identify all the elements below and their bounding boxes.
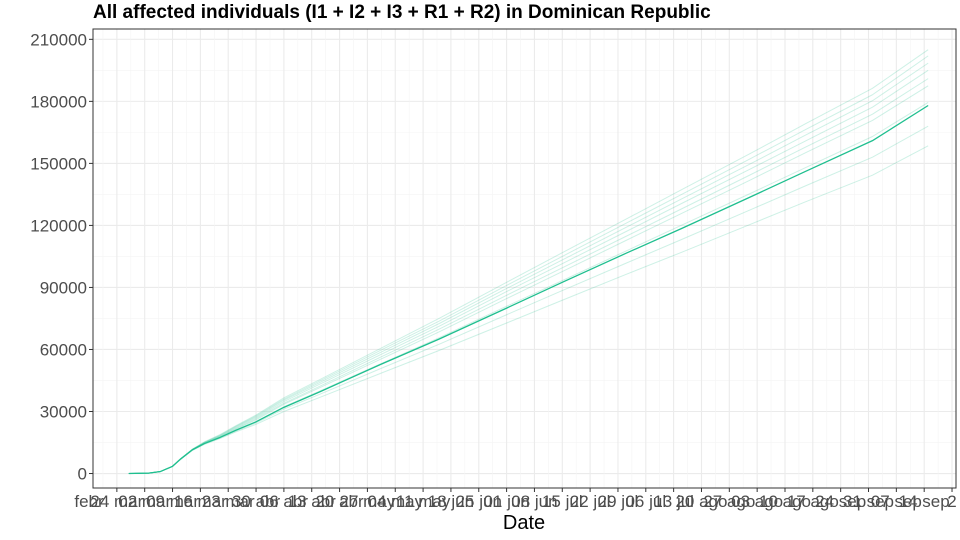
x-tick-label: 02 mar (118, 492, 171, 511)
x-tick-label: 24 mar (90, 492, 143, 511)
x-tick-label: 13 abr (288, 492, 337, 511)
grid-lines (93, 29, 956, 488)
x-tick-label: 27 ago (703, 492, 755, 511)
y-tick-label: 30000 (40, 403, 87, 422)
series-lines (128, 49, 929, 475)
y-tick-label: 90000 (40, 278, 87, 297)
x-tick-label: 29 jul (598, 492, 639, 511)
x-tick-label: 01 jun (483, 492, 529, 511)
x-axis-label: Date (502, 512, 546, 534)
x-tick-label: 10 ago (759, 492, 811, 511)
x-tick-label: 04 may (367, 492, 423, 511)
x-tick-label: 11 may (396, 492, 451, 511)
x-tick-label: 18 jun (428, 492, 474, 511)
x-tick-label: 03 ago (731, 492, 783, 511)
x-tick-label: 14 sep (899, 492, 950, 511)
x-tick-label: 22 jul (570, 492, 611, 511)
y-tick-label: 150000 (30, 154, 87, 173)
y-tick-label: 120000 (30, 216, 87, 235)
x-tick-label: 20 ago (675, 492, 727, 511)
x-tick-label: 20 abr (315, 492, 364, 511)
x-tick-label: febr (74, 492, 104, 511)
median-series-line (128, 104, 929, 475)
y-tick-label: 210000 (30, 30, 87, 49)
x-tick-label: 07 sep (871, 492, 922, 511)
x-tick-label: 06 abr (260, 492, 309, 511)
x-tick-label: 06 jul (625, 492, 666, 511)
chart-title: All affected individuals (I1 + I2 + I3 +… (93, 2, 711, 23)
x-tick-label: 30 abr (232, 492, 281, 511)
x-tick-label: 13 jul (653, 492, 694, 511)
x-tick-label: 24 sep (815, 492, 866, 511)
x-tick-label: 2 (947, 492, 956, 511)
x-tick-label: 09 mar (146, 492, 199, 511)
x-tick-label: 08 jun (511, 492, 557, 511)
x-tick-label: 25 jun (456, 492, 502, 511)
y-tick-label: 180000 (30, 92, 87, 111)
x-tick-label: 23 mar (202, 492, 255, 511)
x-tick-label: 31 sep (843, 492, 894, 511)
x-tick-label: 17 ago (787, 492, 839, 511)
plot-border (92, 28, 957, 489)
y-axis: 0 30000 60000 90000 120000 150000 180000 210000 (30, 30, 93, 484)
x-tick-label: 15 jul (542, 492, 583, 511)
x-tick-label: 16 mar (174, 492, 227, 511)
y-tick-label: 60000 (40, 340, 87, 359)
x-tick-label: 27 may (340, 492, 396, 511)
y-tick-label: 0 (78, 465, 87, 484)
